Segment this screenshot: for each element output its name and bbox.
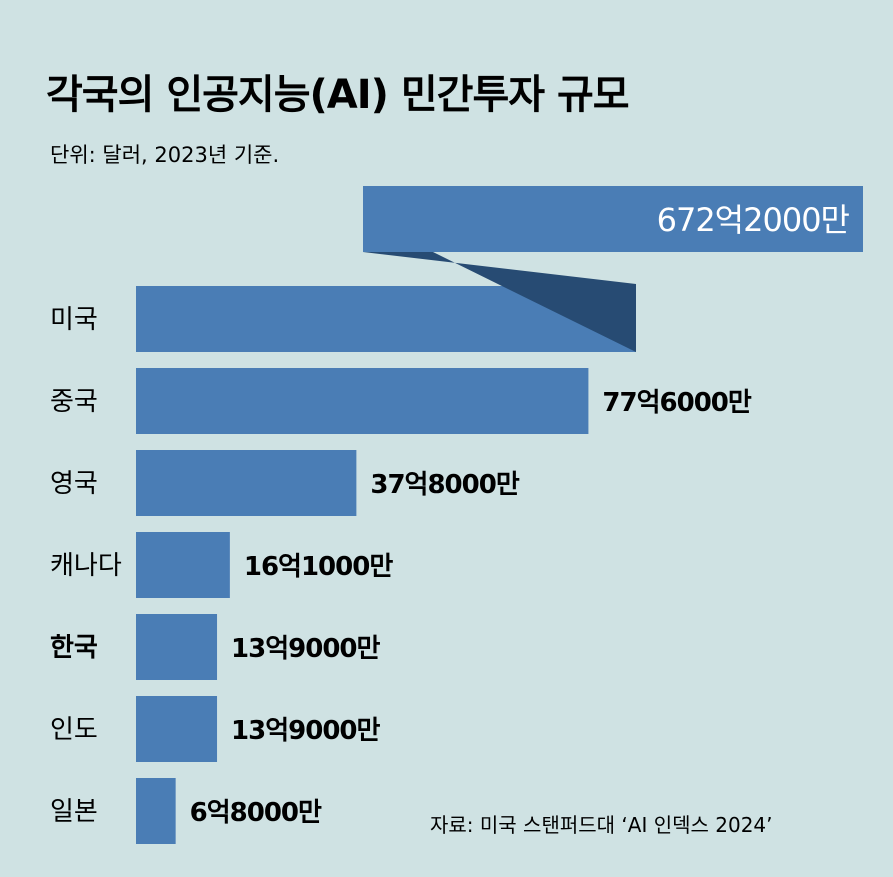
chart-subtitle: 단위: 달러, 2023년 기준. bbox=[50, 143, 279, 167]
bar bbox=[136, 778, 176, 844]
bar-fold bbox=[363, 252, 636, 352]
bar bbox=[136, 532, 230, 598]
bar bbox=[136, 696, 218, 762]
bar-extension bbox=[363, 186, 863, 252]
source-note: 자료: 미국 스탠퍼드대 ‘AI 인덱스 2024’ bbox=[430, 813, 773, 837]
category-label: 한국 bbox=[50, 633, 98, 663]
value-label: 37억8000만 bbox=[370, 470, 519, 500]
bar bbox=[136, 614, 218, 680]
chart-title: 각국의 인공지능(AI) 민간투자 규모 bbox=[46, 72, 629, 118]
category-label: 일본 bbox=[50, 797, 98, 827]
category-label: 중국 bbox=[50, 387, 98, 417]
value-label: 77억6000만 bbox=[602, 388, 751, 418]
bar bbox=[136, 450, 357, 516]
value-label: 16억1000만 bbox=[244, 552, 393, 582]
category-label: 인도 bbox=[50, 715, 98, 745]
value-label: 13억9000만 bbox=[231, 634, 380, 664]
value-label: 13억9000만 bbox=[231, 716, 380, 746]
category-label: 영국 bbox=[50, 469, 98, 499]
value-label: 672억2000만 bbox=[657, 201, 850, 239]
category-label: 캐나다 bbox=[50, 551, 122, 581]
category-label: 미국 bbox=[50, 305, 98, 335]
bar bbox=[136, 368, 589, 434]
value-label: 6억8000만 bbox=[190, 798, 322, 828]
